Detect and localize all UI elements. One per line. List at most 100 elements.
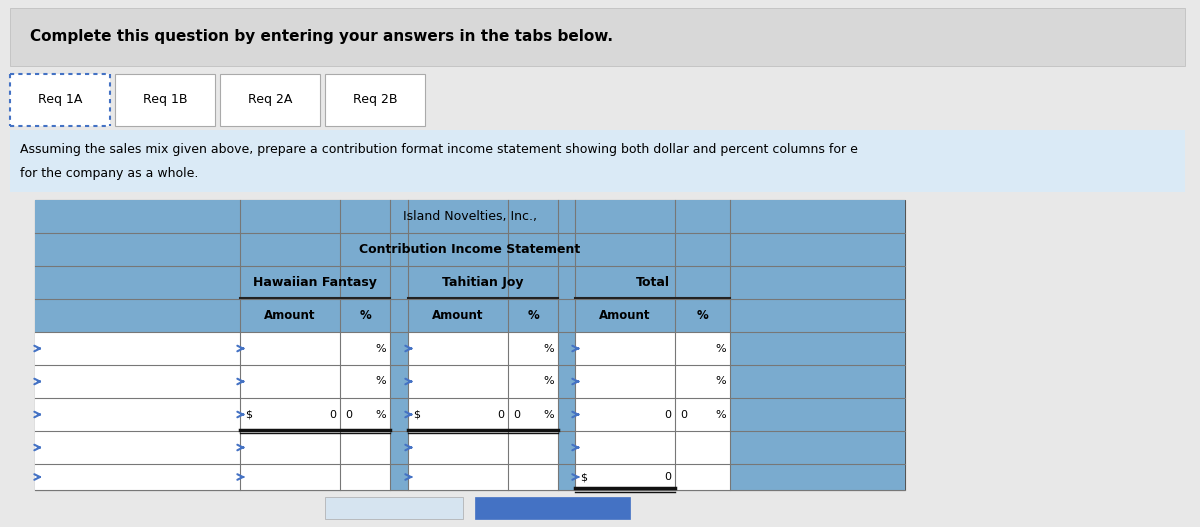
Bar xyxy=(35,365,240,398)
Bar xyxy=(35,332,240,365)
Bar xyxy=(390,332,408,365)
Text: $: $ xyxy=(413,409,420,419)
Text: < Req 1A: < Req 1A xyxy=(365,502,424,514)
Bar xyxy=(35,233,905,266)
Bar xyxy=(240,365,340,398)
Bar xyxy=(558,431,575,464)
Text: %: % xyxy=(715,376,726,386)
Text: 0: 0 xyxy=(329,409,336,419)
Bar xyxy=(340,464,390,490)
Text: Req 1A: Req 1A xyxy=(38,93,82,106)
Bar xyxy=(35,200,905,233)
Text: %: % xyxy=(544,344,554,354)
Text: Req 2A: Req 2A xyxy=(248,93,292,106)
Text: Amount: Amount xyxy=(599,309,650,322)
Text: %: % xyxy=(715,409,726,419)
Bar xyxy=(10,130,1186,192)
Text: %: % xyxy=(359,309,371,322)
Bar xyxy=(390,365,408,398)
Text: for the company as a whole.: for the company as a whole. xyxy=(20,167,198,180)
Bar xyxy=(240,398,340,431)
Text: %: % xyxy=(376,376,386,386)
Text: 0: 0 xyxy=(664,472,671,482)
Bar xyxy=(508,398,558,431)
Text: 0: 0 xyxy=(514,409,520,419)
Bar xyxy=(508,365,558,398)
Text: 0: 0 xyxy=(497,409,504,419)
Bar xyxy=(674,332,730,365)
Text: 0: 0 xyxy=(680,409,686,419)
Bar xyxy=(220,74,320,126)
Text: $: $ xyxy=(245,409,252,419)
Bar xyxy=(730,431,905,464)
Bar xyxy=(730,332,905,365)
Bar xyxy=(730,398,905,431)
Bar xyxy=(390,464,408,490)
Bar xyxy=(325,497,463,519)
Bar xyxy=(115,74,215,126)
Text: Req 1B  >: Req 1B > xyxy=(518,502,587,514)
Bar xyxy=(240,431,340,464)
Bar xyxy=(730,365,905,398)
Bar xyxy=(340,332,390,365)
Text: Tahitian Joy: Tahitian Joy xyxy=(443,276,523,289)
Bar xyxy=(408,332,508,365)
Bar xyxy=(575,365,674,398)
Bar xyxy=(35,431,240,464)
Text: %: % xyxy=(544,376,554,386)
Bar xyxy=(408,398,508,431)
Bar xyxy=(10,74,110,126)
Bar xyxy=(35,200,905,490)
Bar xyxy=(674,464,730,490)
Text: %: % xyxy=(527,309,539,322)
Bar xyxy=(508,332,558,365)
Text: Assuming the sales mix given above, prepare a contribution format income stateme: Assuming the sales mix given above, prep… xyxy=(20,143,858,157)
Bar xyxy=(558,398,575,431)
Text: Contribution Income Statement: Contribution Income Statement xyxy=(359,243,581,256)
Bar xyxy=(475,497,630,519)
Bar xyxy=(340,365,390,398)
Text: %: % xyxy=(715,344,726,354)
Bar xyxy=(508,431,558,464)
Bar xyxy=(35,464,240,490)
Text: %: % xyxy=(544,409,554,419)
Text: Amount: Amount xyxy=(264,309,316,322)
Text: 0: 0 xyxy=(346,409,352,419)
Text: Req 1B: Req 1B xyxy=(143,93,187,106)
Bar xyxy=(575,398,674,431)
Bar xyxy=(674,398,730,431)
Text: %: % xyxy=(376,344,386,354)
Bar xyxy=(558,332,575,365)
Bar xyxy=(408,431,508,464)
Bar xyxy=(674,365,730,398)
Text: 0: 0 xyxy=(664,409,671,419)
Bar xyxy=(35,266,905,299)
Bar xyxy=(240,332,340,365)
Text: $: $ xyxy=(580,472,587,482)
Bar xyxy=(558,365,575,398)
Bar xyxy=(558,464,575,490)
Bar xyxy=(390,398,408,431)
Bar xyxy=(408,365,508,398)
Bar xyxy=(674,431,730,464)
Text: Total: Total xyxy=(636,276,670,289)
Text: Complete this question by entering your answers in the tabs below.: Complete this question by entering your … xyxy=(30,30,613,44)
Bar xyxy=(325,74,425,126)
Bar xyxy=(10,8,1186,66)
Bar xyxy=(408,464,508,490)
Bar xyxy=(35,299,905,332)
Text: Hawaiian Fantasy: Hawaiian Fantasy xyxy=(253,276,377,289)
Bar xyxy=(390,431,408,464)
Text: %: % xyxy=(697,309,708,322)
Bar xyxy=(575,464,674,490)
Text: Amount: Amount xyxy=(432,309,484,322)
Bar xyxy=(340,431,390,464)
Bar xyxy=(35,398,240,431)
Bar xyxy=(730,464,905,490)
Bar xyxy=(508,464,558,490)
Text: Req 2B: Req 2B xyxy=(353,93,397,106)
Bar xyxy=(575,332,674,365)
Bar xyxy=(575,431,674,464)
Text: Island Novelties, Inc.,: Island Novelties, Inc., xyxy=(403,210,538,223)
Text: %: % xyxy=(376,409,386,419)
